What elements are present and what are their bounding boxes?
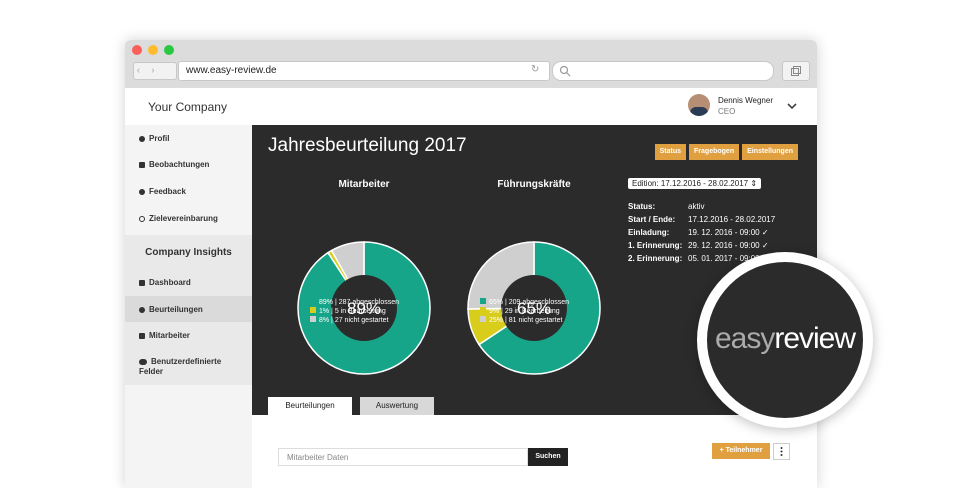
user-name[interactable]: Dennis Wegner bbox=[718, 96, 773, 105]
info-label: Start / Ende: bbox=[628, 215, 676, 224]
sidebar-item[interactable]: Feedback bbox=[139, 187, 186, 196]
minimize-dot[interactable] bbox=[148, 45, 158, 55]
browser-window: ‹ › www.easy-review.de ↻ Your Company De… bbox=[125, 40, 817, 488]
sidebar-item[interactable]: Profil bbox=[139, 134, 169, 143]
legend-label: 65% | 209 abgeschlossen bbox=[489, 299, 570, 306]
close-dot[interactable] bbox=[132, 45, 142, 55]
sidebar-item-label: Feedback bbox=[149, 187, 186, 196]
tab[interactable]: Auswertung bbox=[360, 397, 434, 415]
legend-label: 8% | 27 nicht gestartet bbox=[319, 317, 389, 324]
sidebar-item-label: Benutzerdefinierte Felder bbox=[139, 357, 222, 376]
edition-select[interactable]: Edition: 17.12.2016 - 28.02.2017 ⇕ bbox=[628, 178, 762, 189]
sidebar-item-label: Beobachtungen bbox=[149, 160, 210, 169]
sidebar-item-label: Profil bbox=[149, 134, 170, 143]
legend-swatch bbox=[310, 316, 316, 322]
avatar[interactable] bbox=[688, 94, 710, 116]
section-title: Company Insights bbox=[145, 247, 232, 258]
url: www.easy-review.de bbox=[186, 65, 277, 76]
reload-icon[interactable]: ↻ bbox=[531, 64, 540, 75]
sidebar-item[interactable]: Benutzerdefinierte Felder bbox=[139, 357, 244, 377]
info-label: Einladung: bbox=[628, 228, 670, 237]
app-header: Your Company Dennis Wegner CEO bbox=[125, 88, 817, 126]
add-participant-button[interactable]: + Teilnehmer bbox=[712, 443, 770, 459]
search-icon bbox=[559, 65, 571, 77]
sidebar-item-label: Zielevereinbarung bbox=[149, 214, 218, 223]
search-button[interactable]: Suchen bbox=[528, 448, 568, 466]
legend-swatch bbox=[310, 307, 316, 313]
settings-button[interactable]: Einstellungen bbox=[742, 144, 798, 160]
tabs-icon bbox=[791, 66, 801, 76]
info-value: aktiv bbox=[688, 202, 705, 211]
legend-label: 9% | 29 in Bearbeitung bbox=[489, 308, 560, 315]
legend-label: 89% | 287 abgeschlossen bbox=[319, 299, 400, 306]
user-menu-chevron[interactable] bbox=[787, 102, 797, 110]
legend-swatch bbox=[480, 307, 486, 313]
page-title: Jahresbeurteilung 2017 bbox=[268, 135, 467, 156]
company-name[interactable]: Your Company bbox=[148, 100, 227, 114]
address-bar[interactable]: www.easy-review.de ↻ bbox=[178, 61, 550, 81]
tab-active[interactable]: Beurteilungen bbox=[268, 397, 352, 415]
sidebar-item-label: Mitarbeiter bbox=[149, 331, 190, 340]
legend-item: 1% | 5 in Bearbeitung bbox=[310, 307, 386, 315]
button-group: Status Fragebogen Einstellungen bbox=[652, 140, 798, 160]
legend-swatch bbox=[310, 298, 316, 304]
sidebar-item[interactable]: Mitarbeiter bbox=[139, 331, 190, 340]
donut-hole bbox=[331, 275, 397, 341]
sidebar-item[interactable]: Beobachtungen bbox=[139, 160, 209, 169]
logo: easyreview bbox=[707, 322, 863, 356]
logo-part: review bbox=[774, 322, 856, 355]
info-value: 29. 12. 2016 - 09:00 ✓ bbox=[688, 241, 769, 250]
donut-chart: 89% bbox=[297, 241, 431, 375]
info-value: 05. 01. 2017 - 09:00 ✓ bbox=[688, 254, 769, 263]
logo-circle: easyreview bbox=[707, 262, 863, 418]
tabs-button[interactable] bbox=[782, 61, 810, 81]
legend-swatch bbox=[480, 298, 486, 304]
sidebar-item[interactable]: Beurteilungen bbox=[139, 305, 203, 314]
legend-label: 1% | 5 in Bearbeitung bbox=[319, 308, 386, 315]
legend-label: 25% | 81 nicht gestartet bbox=[489, 317, 563, 324]
donut-center-label: 65% bbox=[517, 299, 551, 318]
search-bar[interactable] bbox=[552, 61, 774, 81]
legend-swatch bbox=[480, 316, 486, 322]
questionnaire-button[interactable]: Fragebogen bbox=[689, 144, 740, 160]
insights-section: Company Insights Dashboard Beurteilungen… bbox=[125, 235, 252, 385]
info-value: 19. 12. 2016 - 09:00 ✓ bbox=[688, 228, 769, 237]
donut-center-label: 89% bbox=[347, 299, 381, 318]
legend-item: 8% | 27 nicht gestartet bbox=[310, 316, 389, 324]
more-icon bbox=[780, 447, 783, 456]
search-input[interactable]: Mitarbeiter Daten bbox=[278, 448, 528, 466]
legend-item: 9% | 29 in Bearbeitung bbox=[480, 307, 560, 315]
sidebar-item-label: Dashboard bbox=[149, 278, 191, 287]
status-button[interactable]: Status bbox=[654, 144, 687, 160]
edition-label: Edition: 17.12.2016 - 28.02.2017 bbox=[632, 179, 749, 188]
info-label: Status: bbox=[628, 202, 656, 211]
browser-toolbar: ‹ › www.easy-review.de ↻ bbox=[125, 40, 817, 88]
maximize-dot[interactable] bbox=[164, 45, 174, 55]
sidebar-item[interactable]: Zielevereinbarung bbox=[139, 214, 218, 223]
sidebar-item[interactable]: Dashboard bbox=[139, 278, 191, 287]
logo-badge: easyreview bbox=[697, 252, 873, 428]
dashboard-panel: Jahresbeurteilung 2017 Status Fragebogen E… bbox=[252, 125, 817, 415]
search-placeholder: Mitarbeiter Daten bbox=[287, 453, 349, 462]
logo-part: easy bbox=[714, 322, 775, 355]
nav-buttons[interactable]: ‹ › bbox=[133, 62, 177, 80]
chart-title: Führungskräfte bbox=[497, 179, 571, 190]
donut-hole bbox=[501, 275, 567, 341]
legend-item: 65% | 209 abgeschlossen bbox=[480, 298, 569, 306]
chart-title: Mitarbeiter bbox=[338, 179, 390, 190]
info-label: 1. Erinnerung: bbox=[628, 241, 683, 250]
legend-item: 25% | 81 nicht gestartet bbox=[480, 316, 562, 324]
info-label: 2. Erinnerung: bbox=[628, 254, 683, 263]
active-row bbox=[125, 296, 252, 322]
user-role: CEO bbox=[718, 107, 736, 116]
info-value: 17.12.2016 - 28.02.2017 bbox=[688, 215, 776, 224]
more-button[interactable] bbox=[773, 443, 790, 460]
sidebar: Profil Beobachtungen Feedback Zieleverei… bbox=[125, 125, 252, 488]
legend-item: 89% | 287 abgeschlossen bbox=[310, 298, 399, 306]
sidebar-item-label: Beurteilungen bbox=[149, 305, 203, 314]
